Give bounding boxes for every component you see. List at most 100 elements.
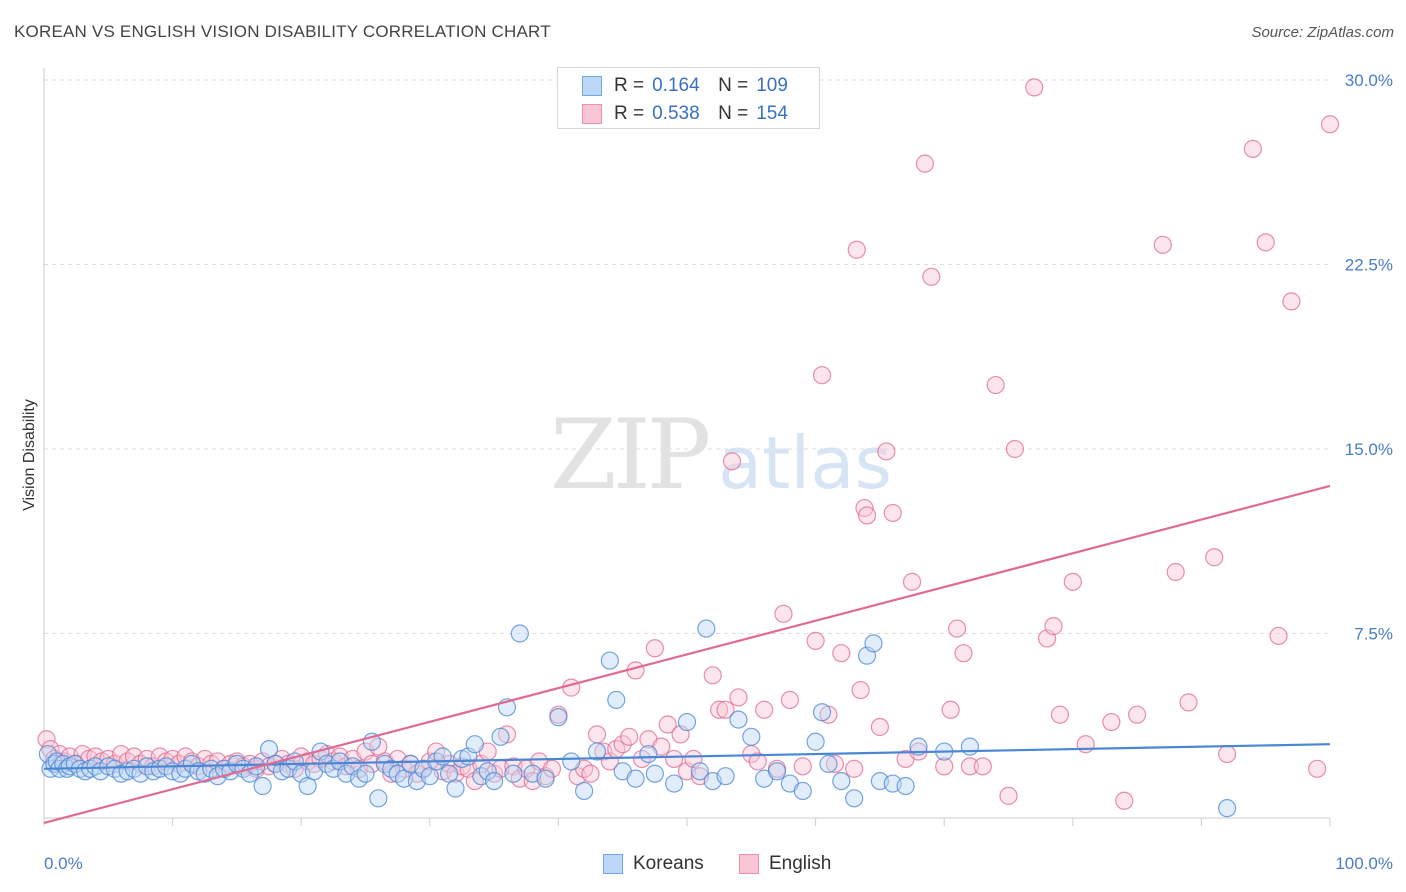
y-tick-label: 7.5% (1354, 625, 1393, 644)
data-point-english (581, 764, 600, 783)
legend-n-value: 109 (756, 75, 788, 96)
data-point-english (665, 749, 684, 769)
data-point-koreans (182, 754, 201, 773)
data-point-koreans (729, 710, 748, 729)
data-point-english (1076, 735, 1095, 754)
data-point-koreans (253, 776, 272, 796)
data-point-koreans (864, 634, 883, 653)
data-point-koreans (536, 769, 555, 788)
chart-source: Source: ZipAtlas.com (1251, 24, 1394, 41)
data-point-english (922, 267, 941, 286)
data-point-koreans (645, 764, 664, 783)
data-point-english (1102, 712, 1121, 732)
data-point-koreans (356, 764, 375, 783)
trend-line-english (43, 484, 1331, 824)
data-point-english (870, 717, 890, 737)
data-point-english (847, 240, 866, 259)
data-point-english (1243, 139, 1262, 158)
data-point-english (729, 688, 748, 707)
data-point-english (562, 678, 581, 697)
data-point-english (941, 700, 960, 719)
legend-r-label: R = (614, 103, 645, 124)
data-point-koreans (504, 764, 523, 783)
data-point-english (947, 619, 967, 638)
legend-item-english[interactable]: English (739, 852, 831, 876)
data-point-koreans (485, 771, 504, 791)
data-point-english (857, 506, 877, 525)
data-point-koreans (510, 624, 529, 643)
legend-label-koreans: Koreans (633, 853, 704, 874)
data-point-english (1025, 78, 1044, 97)
data-point-english (587, 725, 607, 744)
data-point-koreans (369, 789, 388, 808)
data-point-koreans (767, 762, 787, 781)
data-point-koreans (575, 781, 594, 801)
data-point-koreans (832, 771, 851, 791)
data-point-english (1044, 617, 1063, 636)
data-point-english (855, 498, 874, 518)
data-point-english (973, 757, 992, 776)
y-tick-label: 30.0% (1345, 71, 1393, 90)
data-point-english (1256, 233, 1275, 252)
legend-row-english: R = 0.538 N = 154 (582, 102, 788, 126)
data-point-koreans (806, 732, 825, 751)
x-tick-label: 0.0% (44, 854, 83, 873)
data-point-english (703, 666, 722, 685)
data-point-koreans (433, 747, 452, 766)
watermark-zip: ZIP (550, 399, 709, 511)
data-point-koreans (600, 651, 619, 670)
data-point-english (845, 759, 864, 778)
data-point-english (1308, 759, 1327, 778)
data-point-english (877, 442, 896, 461)
legend-item-koreans[interactable]: Koreans (603, 852, 704, 876)
y-axis-label: Vision Disability (21, 399, 38, 511)
legend-n-label: N = (718, 103, 749, 124)
data-point-koreans (639, 744, 658, 764)
data-point-english (620, 727, 639, 746)
data-point-english (1179, 693, 1198, 712)
trend-line-koreans (43, 743, 1331, 770)
data-point-koreans (465, 735, 484, 754)
data-point-koreans (562, 752, 581, 771)
data-point-koreans (960, 737, 980, 756)
data-point-english (986, 375, 1005, 395)
data-point-english (832, 644, 851, 663)
legend-swatch-koreans (582, 76, 602, 96)
data-point-english (748, 752, 767, 771)
legend-n-label: N = (718, 75, 749, 96)
legend-swatch-english (739, 854, 759, 874)
data-point-koreans (549, 708, 568, 727)
data-point-koreans (812, 703, 832, 722)
data-point-koreans (446, 779, 465, 798)
data-point-english (755, 700, 774, 719)
data-point-english (37, 730, 56, 749)
data-point-koreans (587, 742, 607, 761)
data-point-english (883, 503, 902, 523)
watermark-atlas: atlas (718, 421, 892, 505)
trend-lines (43, 484, 1331, 824)
data-point-english (935, 757, 954, 776)
data-point-koreans (1218, 799, 1237, 818)
legend-n-value: 154 (756, 103, 788, 124)
data-point-english (1050, 705, 1070, 724)
grid-lines (44, 79, 1330, 634)
data-point-english (774, 604, 793, 623)
data-point-english (825, 754, 844, 773)
legend-r-value: 0.538 (652, 103, 700, 124)
legend-swatch-koreans (603, 854, 623, 874)
legend-swatch-english (582, 104, 602, 124)
legend-r-label: R = (614, 75, 645, 96)
data-point-koreans (607, 690, 626, 710)
data-point-english (1166, 562, 1185, 582)
data-point-english (1205, 548, 1224, 567)
data-point-koreans (793, 781, 812, 801)
data-point-koreans (819, 754, 838, 773)
data-point-english (710, 700, 729, 719)
data-point-english (1115, 791, 1134, 810)
data-point-koreans (677, 712, 697, 732)
data-point-english (722, 452, 742, 471)
y-tick-label: 15.0% (1345, 440, 1393, 459)
legend-label-english: English (769, 853, 832, 874)
y-tick-label: 22.5% (1345, 256, 1393, 275)
stats-legend: R = 0.164 N = 109 R = 0.538 N = 154 (557, 67, 820, 129)
